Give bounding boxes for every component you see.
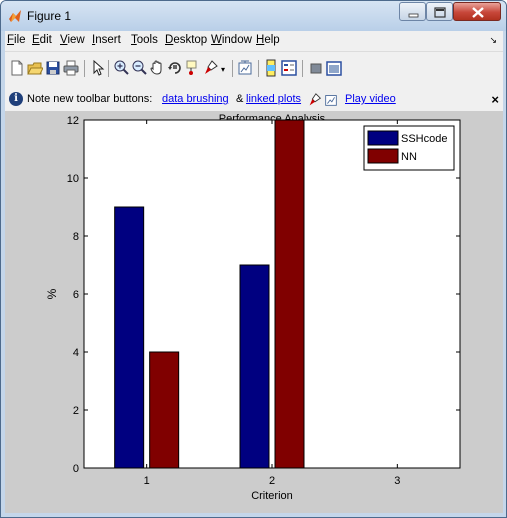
info-icon: i (9, 92, 23, 106)
menu-tools[interactable]: Tools (131, 34, 158, 46)
y-tick-label: 8 (73, 231, 79, 243)
x-tick-label: 1 (144, 475, 150, 487)
save-icon[interactable] (45, 59, 61, 77)
open-file-icon[interactable] (27, 59, 43, 77)
menu-window[interactable]: Window (211, 34, 252, 46)
linked-plots-link[interactable]: linked plots (246, 93, 302, 105)
matlab-logo-icon (9, 10, 21, 22)
play-video-link[interactable]: Play video (345, 93, 396, 105)
x-axis-label: Criterion (251, 490, 293, 502)
y-tick-label: 6 (73, 289, 79, 301)
menu-dock-arrow-icon[interactable]: ↘ (489, 35, 497, 45)
menu-view[interactable]: View (60, 34, 85, 46)
plot-area (84, 120, 460, 468)
y-tick-label: 12 (67, 115, 79, 127)
maximize-icon (434, 7, 446, 18)
zoom-in-icon[interactable] (113, 59, 129, 77)
menu-file[interactable]: File (7, 34, 26, 46)
link-plot-icon[interactable] (237, 59, 253, 77)
colorbar-icon[interactable] (263, 59, 279, 77)
brush-icon (309, 93, 322, 106)
menu-help[interactable]: Help (256, 34, 280, 46)
legend-label-sshcode: SSHcode (401, 133, 447, 145)
pan-icon[interactable] (149, 59, 165, 77)
figure-toolbar: ▾ (5, 51, 503, 89)
y-tick-label: 4 (73, 347, 79, 359)
figure-canvas: Performance Analysis 0 2 4 6 8 10 12 1 2 3 Criterio… (5, 111, 503, 513)
y-tick-label: 2 (73, 405, 79, 417)
new-figure-icon[interactable] (9, 59, 25, 77)
rotate-3d-icon[interactable] (167, 59, 183, 77)
toolbar-separator (108, 60, 109, 77)
menu-desktop[interactable]: Desktop (165, 34, 208, 46)
brush-dropdown-icon[interactable]: ▾ (221, 65, 226, 74)
legend-label-nn: NN (401, 151, 417, 163)
link-plot-icon (325, 95, 337, 106)
hide-plot-tools-icon[interactable] (308, 59, 324, 77)
menu-insert[interactable]: Insert (92, 34, 121, 46)
y-axis-label: % (45, 288, 59, 299)
info-close-icon[interactable]: × (491, 92, 499, 107)
close-icon (472, 7, 484, 18)
legend-swatch-nn (367, 148, 399, 164)
show-plot-tools-icon[interactable] (326, 59, 342, 77)
bar-sshcode-2[interactable] (239, 264, 270, 469)
y-tick-label: 10 (67, 173, 79, 185)
maximize-button[interactable] (426, 2, 453, 21)
legend-icon[interactable] (281, 59, 297, 77)
menu-bar: File Edit View Insert Tools Desktop Wind… (5, 31, 503, 51)
brush-icon[interactable] (203, 59, 219, 77)
zoom-out-icon[interactable] (131, 59, 147, 77)
data-brushing-link[interactable]: data brushing (162, 93, 229, 105)
menu-edit[interactable]: Edit (32, 34, 52, 46)
close-button[interactable] (453, 2, 501, 21)
info-bar: i Note new toolbar buttons: data brushin… (5, 89, 503, 111)
x-tick-label: 3 (394, 475, 400, 487)
bar-nn-1[interactable] (149, 351, 180, 469)
legend-swatch-sshcode (367, 130, 399, 146)
toolbar-separator (232, 60, 233, 77)
minimize-button[interactable] (399, 2, 426, 21)
data-cursor-icon[interactable] (185, 59, 201, 77)
bar-sshcode-1[interactable] (114, 206, 145, 469)
print-icon[interactable] (63, 59, 79, 77)
info-ampersand: & (236, 93, 244, 105)
toolbar-separator (84, 60, 85, 77)
bar-nn-2[interactable] (274, 119, 305, 469)
edit-plot-icon[interactable] (89, 59, 105, 77)
info-prefix: Note new toolbar buttons: (27, 93, 153, 105)
minimize-icon (408, 13, 419, 18)
toolbar-separator (302, 60, 303, 77)
y-tick-label: 0 (73, 463, 79, 475)
toolbar-separator (258, 60, 259, 77)
title-bar[interactable]: Figure 1 (1, 1, 506, 31)
window-title: Figure 1 (27, 9, 72, 23)
x-tick-label: 2 (269, 475, 275, 487)
